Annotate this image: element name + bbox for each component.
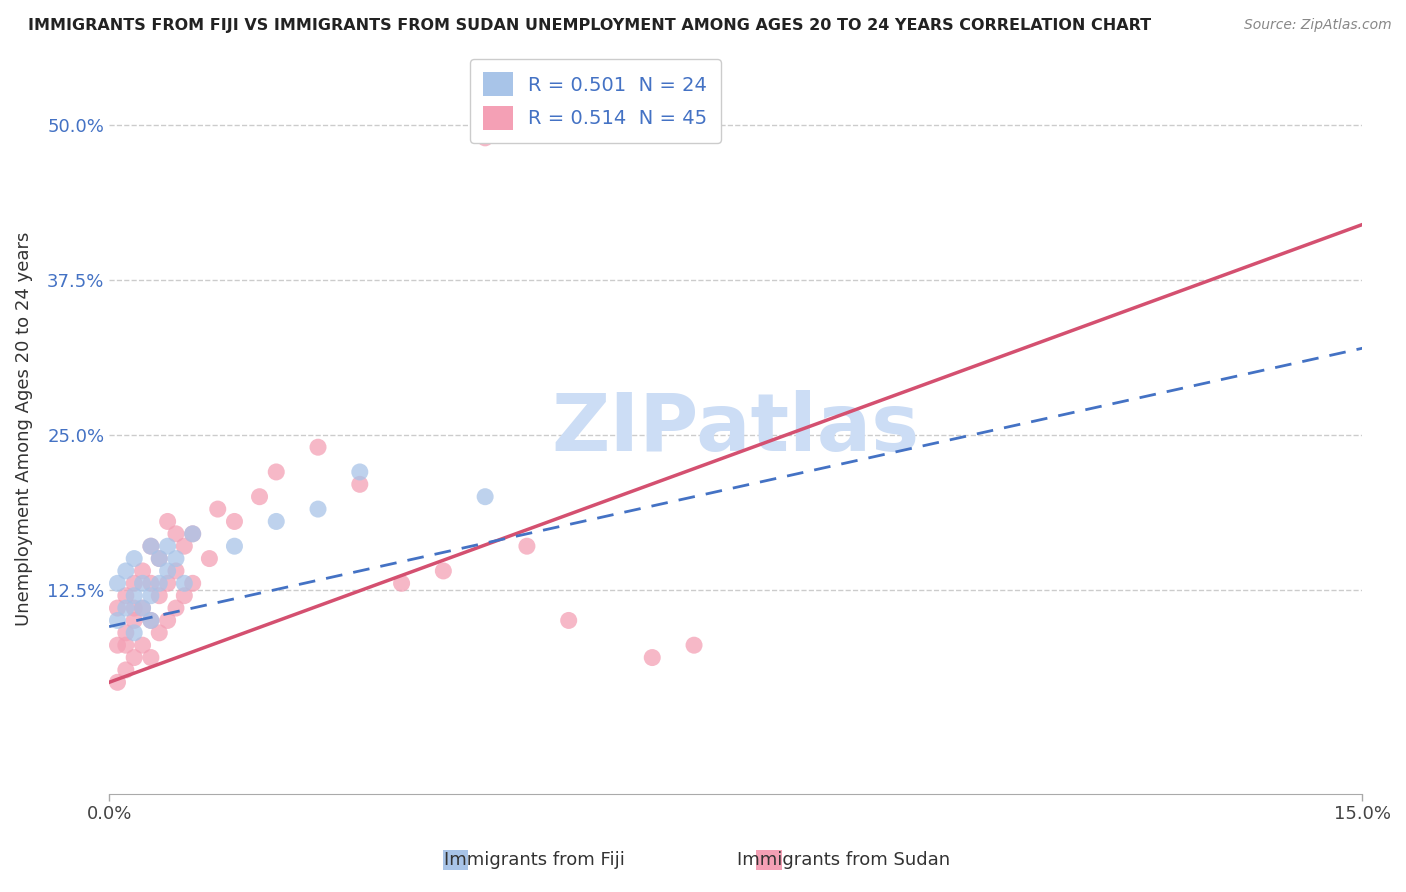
Point [307, 440, 329, 454]
Point [114, 663, 136, 677]
Point [139, 614, 162, 628]
Point [114, 601, 136, 615]
Point [307, 502, 329, 516]
Point [249, 490, 271, 504]
Point [107, 675, 129, 690]
Point [156, 564, 179, 578]
Text: Source: ZipAtlas.com: Source: ZipAtlas.com [1244, 18, 1392, 32]
Point [264, 515, 287, 529]
Point [165, 601, 187, 615]
Point [139, 650, 162, 665]
Text: Immigrants from Fiji: Immigrants from Fiji [444, 851, 624, 869]
Point [139, 614, 162, 628]
Point [139, 539, 162, 553]
Point [349, 465, 371, 479]
Point [148, 551, 170, 566]
Point [207, 502, 229, 516]
Point [148, 576, 170, 591]
Point [224, 515, 246, 529]
Point [173, 589, 195, 603]
Point [139, 589, 162, 603]
Point [173, 539, 195, 553]
Point [165, 526, 187, 541]
Point [516, 539, 538, 553]
Point [156, 576, 179, 591]
Point [107, 576, 129, 591]
Point [122, 576, 145, 591]
Point [122, 625, 145, 640]
Point [107, 601, 129, 615]
Point [114, 625, 136, 640]
Point [156, 515, 179, 529]
Point [114, 564, 136, 578]
Point [131, 601, 153, 615]
Text: ZIPatlas: ZIPatlas [551, 390, 920, 467]
Point [349, 477, 371, 491]
Point [131, 564, 153, 578]
Point [165, 551, 187, 566]
Point [181, 526, 204, 541]
Point [557, 614, 579, 628]
Y-axis label: Unemployment Among Ages 20 to 24 years: Unemployment Among Ages 20 to 24 years [15, 231, 32, 626]
Legend: R = 0.501  N = 24, R = 0.514  N = 45: R = 0.501 N = 24, R = 0.514 N = 45 [470, 59, 721, 143]
Point [131, 601, 153, 615]
Point [148, 625, 170, 640]
Text: IMMIGRANTS FROM FIJI VS IMMIGRANTS FROM SUDAN UNEMPLOYMENT AMONG AGES 20 TO 24 Y: IMMIGRANTS FROM FIJI VS IMMIGRANTS FROM … [28, 18, 1152, 33]
Point [641, 650, 664, 665]
Point [165, 564, 187, 578]
Point [114, 589, 136, 603]
Point [474, 131, 496, 145]
Point [131, 638, 153, 652]
Point [181, 576, 204, 591]
Point [122, 650, 145, 665]
Point [474, 490, 496, 504]
Point [156, 539, 179, 553]
Point [173, 576, 195, 591]
Point [114, 638, 136, 652]
Point [391, 576, 413, 591]
Point [198, 551, 221, 566]
Point [122, 551, 145, 566]
Point [432, 564, 454, 578]
Point [148, 551, 170, 566]
Point [148, 589, 170, 603]
Point [181, 526, 204, 541]
Point [156, 614, 179, 628]
Point [122, 589, 145, 603]
Point [107, 614, 129, 628]
Point [683, 638, 706, 652]
Point [131, 576, 153, 591]
Point [224, 539, 246, 553]
Point [139, 576, 162, 591]
Point [122, 601, 145, 615]
Point [139, 539, 162, 553]
Point [107, 638, 129, 652]
Point [264, 465, 287, 479]
Text: Immigrants from Sudan: Immigrants from Sudan [737, 851, 950, 869]
Point [122, 614, 145, 628]
